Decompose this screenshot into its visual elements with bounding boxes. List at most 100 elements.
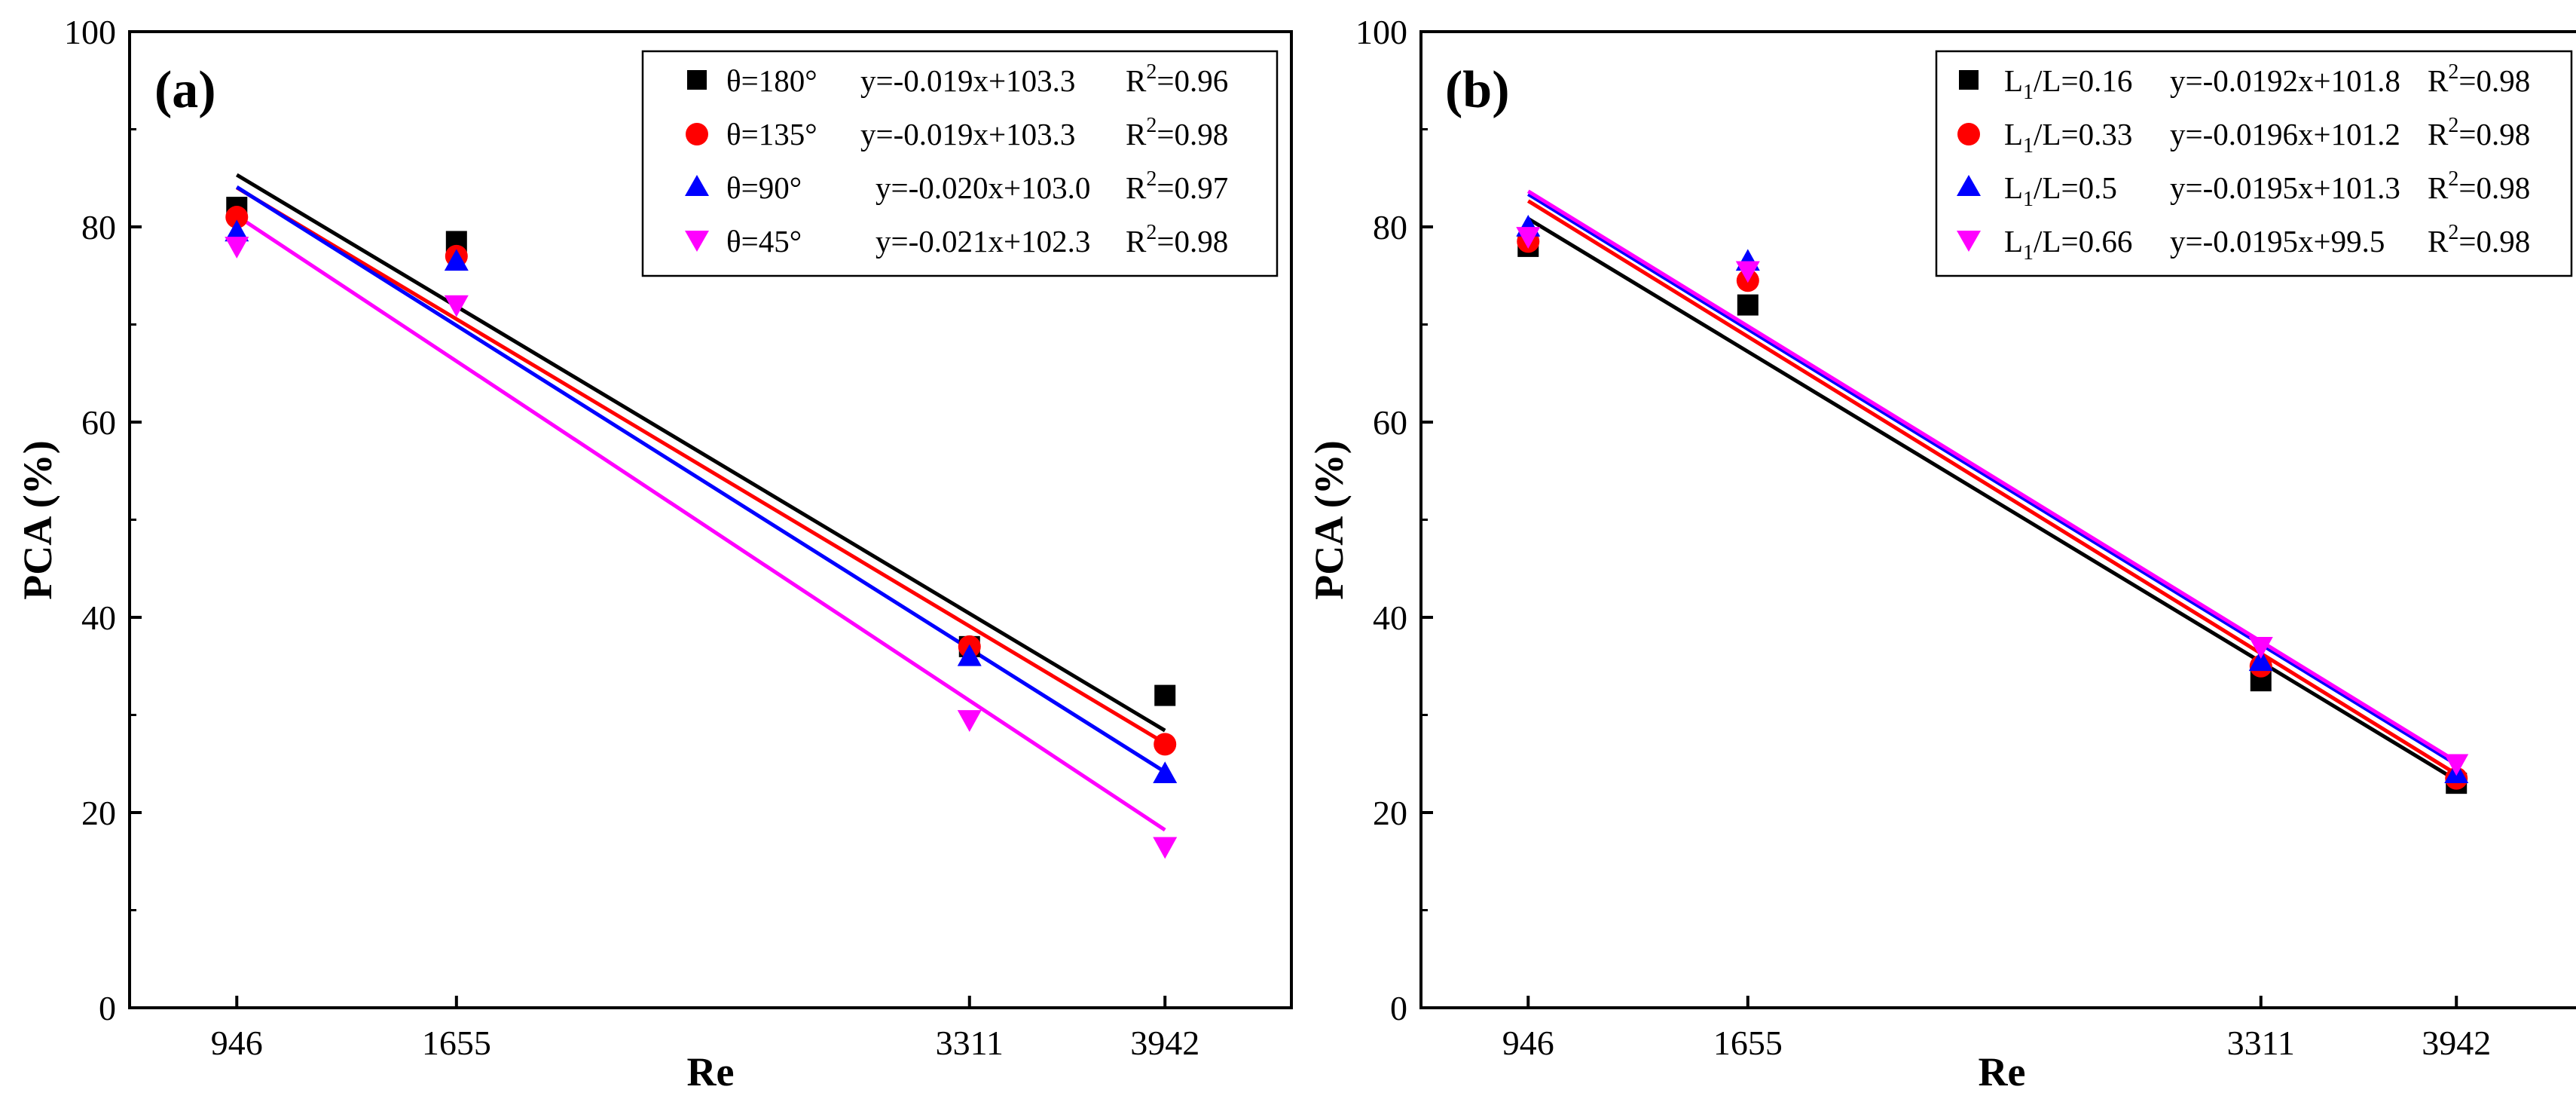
data-point xyxy=(225,237,249,259)
data-point xyxy=(1737,294,1759,316)
y-tick-label: 40 xyxy=(1373,598,1407,637)
legend-equation: y=-0.0196x+101.2 xyxy=(2170,117,2400,152)
x-tick-label: 3942 xyxy=(1130,1024,1199,1062)
panel-a: 0 20 40 60 80 100 946 1655 3311 3942 (a) PCA (%)… xyxy=(15,13,1293,1094)
legend-entry-theta-90: θ=90° y=-0.020x+103.0 R2=0.97 xyxy=(685,167,1228,205)
legend-equation: y=-0.019x+103.3 xyxy=(860,63,1075,98)
y-tick-label: 20 xyxy=(81,794,116,832)
fit-line xyxy=(235,173,1166,733)
x-tick-label: 1655 xyxy=(1713,1024,1783,1062)
legend-equation: y=-0.0192x+101.8 xyxy=(2170,63,2400,98)
x-tick-label: 3311 xyxy=(2227,1024,2295,1062)
data-point xyxy=(957,710,982,732)
legend-series-name: θ=135° xyxy=(726,117,817,152)
y-tick-label: 20 xyxy=(1373,794,1407,832)
legend: L1/L=0.16 y=-0.0192x+101.8 R2=0.98 L1/L=… xyxy=(1935,50,2573,277)
legend-marker-triangle-down xyxy=(1957,231,1981,252)
x-axis: 946 1655 3311 3942 xyxy=(1502,996,2491,1062)
data-point xyxy=(2248,637,2273,659)
legend-equation: y=-0.0195x+101.3 xyxy=(2170,170,2400,205)
y-axis: 0 20 40 60 80 100 xyxy=(64,13,142,1027)
legend-marker-triangle-down xyxy=(685,231,709,252)
data-point xyxy=(2248,649,2273,672)
x-tick-label: 946 xyxy=(211,1024,263,1062)
legend-entry-ratio-033: L1/L=0.33 y=-0.0196x+101.2 R2=0.98 xyxy=(1957,114,2530,158)
x-axis-title: Re xyxy=(1979,1049,2026,1094)
legend-r2: R2=0.98 xyxy=(2428,114,2530,152)
data-point xyxy=(1735,261,1760,283)
data-point xyxy=(2444,754,2469,776)
x-axis-title: Re xyxy=(687,1049,735,1094)
subscript-1: 1 xyxy=(2023,188,2034,211)
y-tick-label: 0 xyxy=(99,989,116,1027)
y-tick-label: 100 xyxy=(1355,13,1407,51)
legend-series-name: L1/L=0.5 xyxy=(2004,170,2117,211)
superscript-2: 2 xyxy=(2448,114,2458,137)
data-points xyxy=(1516,215,2469,794)
fit-lines xyxy=(235,173,1166,832)
data-point xyxy=(444,249,469,271)
data-point xyxy=(225,206,249,229)
data-point xyxy=(225,219,249,242)
subscript-1: 1 xyxy=(2023,134,2034,158)
x-axis: 946 1655 3311 3942 xyxy=(211,996,1199,1062)
x-tick-label: 3942 xyxy=(2422,1024,2491,1062)
superscript-2: 2 xyxy=(1146,221,1157,244)
legend-r2: R2=0.96 xyxy=(1126,60,1228,98)
legend-series-name: θ=90° xyxy=(726,170,802,205)
superscript-2: 2 xyxy=(2448,221,2458,244)
fit-line xyxy=(235,185,1166,745)
panel-label: (b) xyxy=(1445,61,1510,119)
y-tick-label: 0 xyxy=(1390,989,1407,1027)
legend-marker-circle xyxy=(1957,123,1980,145)
superscript-2: 2 xyxy=(2448,167,2458,191)
y-tick-label: 40 xyxy=(81,598,116,637)
superscript-2: 2 xyxy=(1146,167,1157,191)
fit-lines xyxy=(1526,189,2458,782)
legend-r2: R2=0.98 xyxy=(2428,167,2530,205)
y-axis-title: PCA (%) xyxy=(15,440,60,599)
legend-entry-theta-45: θ=45° y=-0.021x+102.3 R2=0.98 xyxy=(685,221,1228,259)
fit-line xyxy=(1526,189,2458,764)
legend-entry-ratio-066: L1/L=0.66 y=-0.0195x+99.5 R2=0.98 xyxy=(1957,221,2530,265)
legend-marker-square xyxy=(687,70,707,90)
legend: θ=180° y=-0.019x+103.3 R2=0.96 θ=135° y=… xyxy=(641,50,1279,277)
legend-marker-square xyxy=(1959,70,1979,90)
data-point xyxy=(957,644,982,666)
data-point xyxy=(1153,761,1178,783)
legend-marker-circle xyxy=(686,123,708,145)
y-axis-title: PCA (%) xyxy=(1306,440,1352,599)
subscript-1: 1 xyxy=(2023,81,2034,104)
y-tick-label: 60 xyxy=(1373,403,1407,442)
data-points xyxy=(225,197,1178,859)
y-axis: 0 20 40 60 80 100 xyxy=(1355,13,1433,1027)
legend-equation: y=-0.0195x+99.5 xyxy=(2170,224,2385,259)
data-point xyxy=(444,295,469,317)
superscript-2: 2 xyxy=(1146,60,1157,84)
fit-line xyxy=(235,214,1166,832)
panel-b: 0 20 40 60 80 100 946 1655 3311 3942 (b) PCA (%)… xyxy=(1306,13,2576,1094)
fit-line xyxy=(235,185,1166,774)
legend-equation: y=-0.019x+103.3 xyxy=(860,117,1075,152)
legend-marker-triangle-up xyxy=(1957,175,1981,196)
y-tick-label: 100 xyxy=(64,13,116,51)
data-point xyxy=(1154,684,1176,706)
legend-marker-triangle-up xyxy=(685,175,709,196)
y-tick-label: 80 xyxy=(81,208,116,246)
legend-series-name: θ=45° xyxy=(726,224,802,259)
fit-line xyxy=(1526,192,2458,767)
data-point xyxy=(1516,227,1541,249)
x-tick-label: 946 xyxy=(1502,1024,1554,1062)
legend-entry-theta-135: θ=135° y=-0.019x+103.3 R2=0.98 xyxy=(686,114,1228,152)
y-tick-label: 60 xyxy=(81,403,116,442)
legend-box xyxy=(1935,50,2573,277)
legend-entry-ratio-016: L1/L=0.16 y=-0.0192x+101.8 R2=0.98 xyxy=(1959,60,2530,104)
superscript-2: 2 xyxy=(1146,114,1157,137)
y-tick-label: 80 xyxy=(1373,208,1407,246)
legend-equation: y=-0.020x+103.0 xyxy=(875,170,1090,205)
legend-r2: R2=0.98 xyxy=(1126,221,1228,259)
legend-entry-theta-180: θ=180° y=-0.019x+103.3 R2=0.96 xyxy=(687,60,1228,98)
legend-r2: R2=0.97 xyxy=(1126,167,1228,205)
panel-label: (a) xyxy=(154,61,216,119)
